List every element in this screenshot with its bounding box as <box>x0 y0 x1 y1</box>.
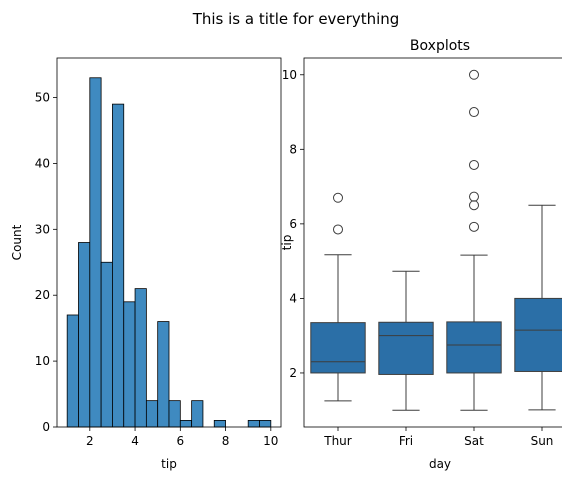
boxplot-panel: Thur Fri Sat Sun 2 4 6 8 10 Boxplots day tip <box>280 38 562 471</box>
boxplot-x-tick-label: Thur <box>323 434 352 448</box>
boxplot-thur <box>311 193 365 401</box>
histogram-y-tick-label: 10 <box>35 354 50 368</box>
histogram-y-tick-label: 0 <box>42 420 50 434</box>
boxplot-y-tick-label: 10 <box>282 68 297 82</box>
boxplot-x-tick-label: Fri <box>399 434 413 448</box>
boxplot-y-ticks: 2 4 6 8 10 <box>282 68 304 380</box>
histogram-y-tick-label: 50 <box>35 91 50 105</box>
boxplot-x-tick-label: Sat <box>464 434 484 448</box>
boxplot-y-label: tip <box>280 235 294 251</box>
boxplot-boxes <box>311 70 562 410</box>
histogram-bar <box>248 420 259 427</box>
boxplot-flier <box>470 201 479 210</box>
boxplot-flier <box>470 160 479 169</box>
histogram-y-ticks: 0 10 20 30 40 50 <box>35 91 57 434</box>
boxplot-x-tick-label: Sun <box>531 434 554 448</box>
boxplot-y-tick-label: 2 <box>289 366 297 380</box>
boxplot-iqr-box <box>311 323 365 373</box>
histogram-x-tick-label: 2 <box>86 434 94 448</box>
boxplot-sun <box>515 205 562 410</box>
boxplot-title: Boxplots <box>410 38 470 54</box>
boxplot-sat <box>447 70 501 410</box>
histogram-x-label: tip <box>161 457 177 471</box>
histogram-bar <box>78 243 89 428</box>
figure-suptitle: This is a title for everything <box>192 10 400 28</box>
histogram-bar <box>180 420 191 427</box>
histogram-bar <box>192 401 203 427</box>
histogram-bar <box>67 315 78 427</box>
histogram-bar <box>146 401 157 427</box>
boxplot-flier <box>470 192 479 201</box>
histogram-y-tick-label: 40 <box>35 156 50 170</box>
boxplot-flier <box>334 193 343 202</box>
histogram-bar <box>101 262 112 427</box>
histogram-x-tick-label: 6 <box>176 434 184 448</box>
histogram-y-tick-label: 30 <box>35 222 50 236</box>
histogram-bar <box>135 289 146 427</box>
histogram-bar <box>158 322 169 427</box>
boxplot-flier <box>334 225 343 234</box>
boxplot-y-tick-label: 8 <box>289 142 297 156</box>
boxplot-x-ticks: Thur Fri Sat Sun <box>323 427 553 448</box>
boxplot-iqr-box <box>447 322 501 373</box>
histogram-bar <box>260 420 271 427</box>
histogram-bar <box>124 302 135 427</box>
histogram-bars <box>67 78 271 427</box>
histogram-x-tick-label: 10 <box>263 434 278 448</box>
boxplot-flier <box>470 222 479 231</box>
boxplot-flier <box>470 108 479 117</box>
boxplot-fri <box>379 271 433 410</box>
boxplot-y-tick-label: 6 <box>289 217 297 231</box>
boxplot-iqr-box <box>379 322 433 374</box>
histogram-bar <box>112 104 123 427</box>
boxplot-x-label: day <box>429 457 451 471</box>
histogram-bar <box>214 420 225 427</box>
histogram-bar <box>169 401 180 427</box>
boxplot-iqr-box <box>515 298 562 371</box>
histogram-y-label: Count <box>10 224 24 260</box>
histogram-y-tick-label: 20 <box>35 288 50 302</box>
histogram-bar <box>90 78 101 427</box>
histogram-x-tick-label: 8 <box>222 434 230 448</box>
boxplot-flier <box>470 70 479 79</box>
histogram-panel: 2 4 6 8 10 0 10 20 30 40 50 tip Count <box>10 58 281 471</box>
boxplot-y-tick-label: 4 <box>289 291 297 305</box>
histogram-x-ticks: 2 4 6 8 10 <box>86 427 278 448</box>
histogram-x-tick-label: 4 <box>131 434 139 448</box>
